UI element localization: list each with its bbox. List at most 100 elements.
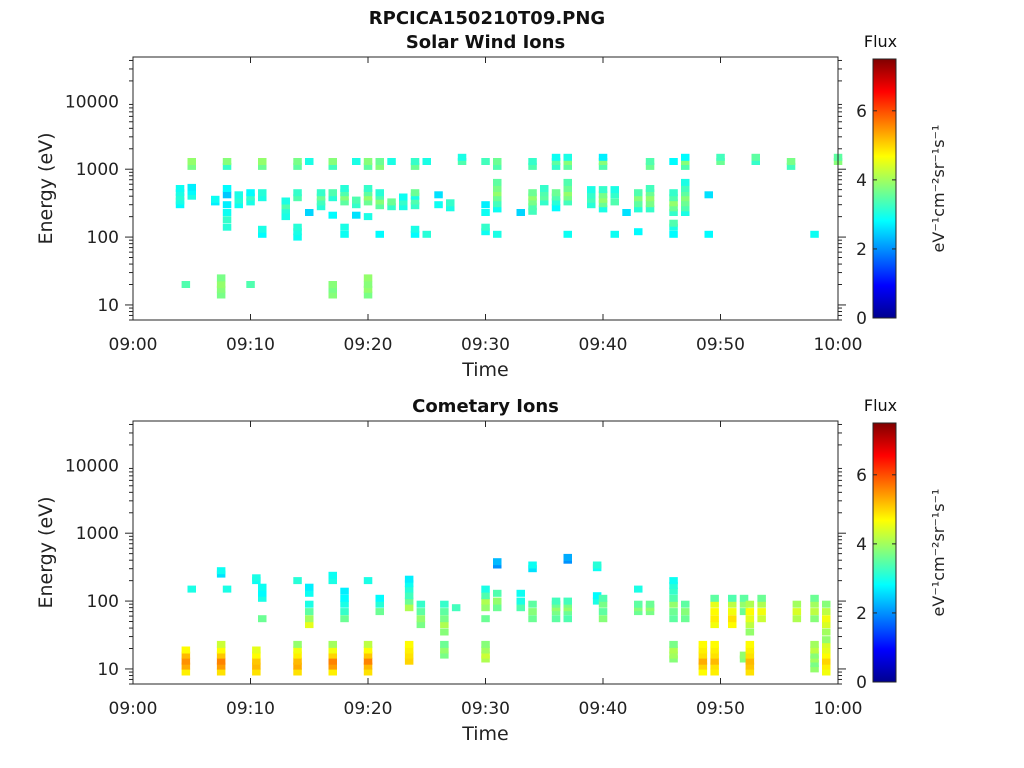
heatmap-cell [792,615,802,623]
heatmap-cell [457,153,467,161]
x-tick-label: 09:10 [226,335,275,355]
heatmap-cell [363,213,373,221]
heatmap-cell [610,186,619,194]
heatmap-cell [305,621,314,629]
heatmap-cell [281,206,290,214]
heatmap-cell [363,189,373,197]
heatmap-cell [563,178,572,186]
heatmap-cell [528,162,537,170]
heatmap-cell [293,189,302,197]
heatmap-cell [340,198,349,206]
heatmap-cell [645,189,655,197]
heatmap-cell [598,205,608,213]
panel-title: Solar Wind Ions [406,32,565,53]
colorbar-tick-label: 0 [856,673,867,693]
heatmap-cell [792,600,802,608]
heatmap-cell [493,189,502,197]
colorbar-unit-label: eV⁻¹cm⁻²sr⁻¹s⁻¹ [929,489,948,617]
heatmap-cell [481,201,490,209]
heatmap-cell [216,567,226,575]
colorbar-tick-label: 6 [856,466,867,486]
heatmap-cell [375,158,384,165]
heatmap-cell [598,594,608,602]
heatmap-cell [434,191,443,199]
heatmap-cell [745,662,755,670]
heatmap-cell [181,657,191,665]
y-tick-label: 10000 [65,92,119,112]
heatmap-cell [810,646,819,654]
heatmap-cell [516,597,525,605]
heatmap-cell [563,198,572,206]
heatmap-cell [399,198,408,206]
heatmap-cell [375,230,384,238]
heatmap-cell [681,204,690,212]
heatmap-cell [293,668,302,676]
heatmap-cell [328,281,337,288]
colorbar-gradient [872,58,897,319]
heatmap-cell [293,640,302,648]
heatmap-cell [404,604,414,612]
heatmap-cell [187,585,196,593]
heatmap-cells [175,153,843,299]
heatmap-cell [669,587,678,595]
heatmap-cell [252,662,261,670]
colorbar-tick-label: 4 [856,171,867,191]
heatmap-cell [422,158,431,165]
heatmap-cell [493,185,502,192]
heatmap-cell [669,600,678,608]
heatmap-cell [669,646,678,654]
heatmap-cell [363,668,373,676]
heatmap-cell [293,228,302,236]
heatmap-cell [387,158,396,165]
heatmap-cell [634,205,643,213]
panel-solar-wind-ions: Solar Wind Ions 09:00 09:10 09:20 09:30 09:40… [35,32,948,381]
heatmap-cell [181,668,191,676]
heatmap-cell [222,185,232,192]
heatmap-cell [598,200,608,208]
heatmap-cell [293,662,302,670]
heatmap-cell [258,225,267,233]
heatmap-cell [328,668,337,676]
heatmap-cell [440,615,449,623]
x-tick-label: 09:00 [109,699,158,719]
heatmap-cell [563,185,572,192]
heatmap-cell [528,615,537,623]
x-tick-label: 09:40 [579,699,628,719]
heatmap-cell [258,158,267,165]
heatmap-cell [751,153,760,161]
heatmap-cell [175,201,185,209]
heatmap-cell [728,594,737,602]
heatmap-cell [187,188,196,195]
heatmap-cell [810,230,819,238]
heatmap-cell [645,158,655,165]
heatmap-cell [681,608,690,616]
heatmap-cell [592,561,602,569]
heatmap-cell [246,281,255,288]
x-tick-label: 09:00 [109,335,158,355]
heatmap-cell [728,621,737,629]
heatmap-cell [440,600,449,608]
heatmap-cell [822,608,831,616]
heatmap-cell [745,668,755,676]
heatmap-cell [669,230,678,238]
heatmap-cell [493,158,502,165]
heatmap-cell [669,581,678,589]
heatmap-cell [363,162,373,170]
heatmap-cell [222,162,232,170]
heatmap-cell [258,189,267,197]
heatmap-cell [493,604,502,612]
heatmap-cell [216,281,226,288]
heatmap-cell [293,646,302,654]
heatmap-cell [739,600,749,608]
heatmap-cell [563,230,572,238]
heatmap-cell [481,209,490,216]
heatmap-cell [293,223,302,231]
heatmap-cell [516,589,525,597]
heatmap-cell [681,158,690,165]
heatmap-cell [563,597,572,605]
heatmap-cell [757,594,766,602]
colorbar-tick-label: 4 [856,535,867,555]
heatmap-cell [222,201,232,209]
heatmap-cell [305,158,314,165]
heatmap-cell [328,577,337,585]
